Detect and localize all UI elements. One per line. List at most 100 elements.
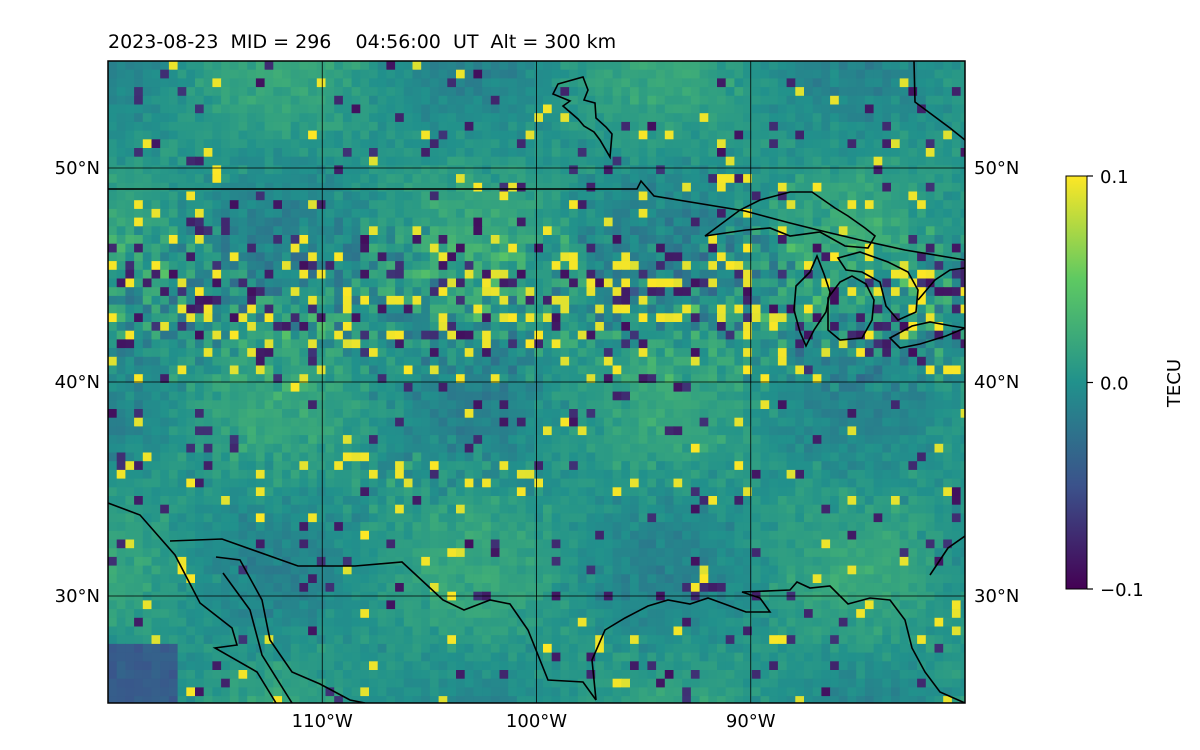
tec-cell [299, 287, 309, 297]
tec-cell [682, 426, 692, 436]
tec-cell [951, 226, 962, 236]
tec-cell [125, 200, 135, 210]
tec-cell [534, 356, 544, 367]
tec-cell [456, 391, 466, 401]
tec-cell [743, 365, 753, 375]
tec-cell [412, 374, 422, 384]
tec-cell [769, 78, 779, 88]
tec-cell [412, 61, 422, 71]
tec-cell [621, 487, 631, 497]
tec-cell [134, 409, 144, 419]
tec-cell [891, 322, 901, 332]
tec-cell [351, 200, 361, 210]
tec-cell [673, 130, 683, 140]
tec-cell [308, 382, 318, 393]
tec-cell [499, 69, 509, 79]
tec-cell [638, 348, 648, 358]
tec-cell [221, 235, 231, 245]
tec-cell [864, 417, 875, 427]
tec-cell [812, 78, 822, 88]
tec-cell [838, 348, 849, 358]
tec-cell [395, 226, 405, 236]
tec-cell [421, 496, 431, 506]
tec-cell [934, 365, 944, 375]
tec-cell [247, 121, 257, 132]
tec-cell [516, 174, 527, 184]
tec-cell [325, 487, 335, 497]
tec-cell [334, 208, 344, 219]
tec-cell [464, 200, 474, 210]
tec-cell [342, 235, 353, 245]
tec-cell [386, 148, 396, 158]
tec-cell [725, 69, 735, 79]
tec-cell [534, 391, 544, 401]
tec-cell [595, 156, 605, 166]
tec-cell [290, 243, 300, 253]
tec-cell [395, 104, 405, 114]
tec-cell [264, 148, 274, 158]
tec-cell [438, 278, 448, 288]
tec-cell [943, 182, 953, 193]
tec-cell [586, 356, 596, 367]
tec-cell [708, 174, 718, 184]
tec-cell [917, 200, 927, 210]
tec-cell [195, 226, 205, 236]
tec-cell [195, 217, 205, 227]
tec-cell [360, 304, 370, 314]
tec-cell [203, 148, 213, 158]
tec-cell [917, 226, 927, 236]
tec-cell [316, 78, 327, 88]
tec-cell [447, 235, 457, 245]
tec-cell [360, 130, 370, 140]
tec-cell [708, 339, 718, 349]
tec-cell [360, 243, 370, 253]
tec-cell [925, 374, 936, 384]
tec-cell [699, 156, 709, 166]
tec-cell [830, 139, 840, 149]
tec-cell [577, 452, 588, 462]
tec-cell [429, 295, 440, 306]
tec-cell [908, 113, 918, 123]
tec-cell [325, 496, 335, 506]
tec-cell [377, 226, 387, 236]
tec-cell [186, 148, 196, 158]
tec-cell [812, 208, 822, 219]
tec-cell [134, 426, 144, 436]
tec-cell [882, 191, 892, 201]
tec-cell [673, 243, 683, 253]
tec-cell [847, 226, 857, 236]
tec-cell [751, 356, 762, 367]
tec-cell [490, 243, 501, 253]
tec-cell [386, 287, 396, 297]
tec-cell [456, 339, 466, 349]
tec-cell [760, 208, 770, 219]
tec-cell [255, 417, 266, 427]
tec-cell [247, 243, 257, 253]
tec-cell [664, 139, 675, 149]
tec-cell [543, 365, 553, 375]
tec-cell [664, 461, 675, 471]
tec-cell [595, 452, 605, 462]
tec-cell [717, 78, 727, 88]
tec-cell [369, 261, 379, 271]
tec-cell [577, 287, 588, 297]
tec-cell [925, 191, 936, 201]
tec-cell [690, 374, 701, 384]
tec-cell [917, 487, 927, 497]
tec-cell [725, 478, 735, 488]
tec-cell [369, 330, 379, 340]
tec-cell [812, 295, 822, 306]
tec-cell [795, 478, 805, 488]
tec-cell [369, 87, 379, 97]
tec-cell [934, 452, 944, 462]
tec-cell [229, 182, 240, 193]
tec-cell [342, 113, 353, 123]
tec-cell [708, 130, 718, 140]
tec-cell [734, 339, 744, 349]
tec-cell [360, 322, 370, 332]
tec-cell [586, 374, 596, 384]
tec-cell [247, 104, 257, 114]
tec-cell [351, 235, 361, 245]
tec-cell [273, 348, 283, 358]
tec-cell [438, 469, 448, 480]
